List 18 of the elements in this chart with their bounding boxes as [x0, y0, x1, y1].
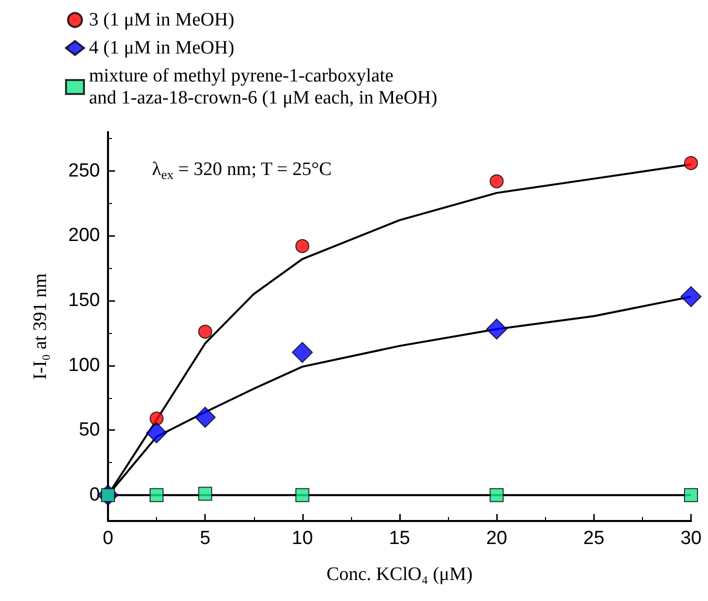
y-axis-title: I-I₀ at 391 nm	[30, 273, 51, 380]
x-tick-label: 0	[102, 528, 114, 549]
y-tick-label: 250	[68, 160, 100, 182]
y-tick-label: 100	[68, 354, 100, 376]
legend-label: 3 (1 μM in MeOH)	[89, 10, 234, 30]
x-tick-label: 30	[680, 528, 702, 549]
x-tick-label: 25	[583, 528, 604, 549]
x-tick-label: 20	[486, 528, 508, 549]
y-tick-label: 150	[68, 290, 100, 312]
x-axis-title: Conc. KClO₄ (μM)	[326, 564, 473, 585]
x-tick-label: 15	[388, 528, 410, 549]
legend-label: mixture of methyl pyrene-1-carboxylate and 1-aza-18-crown-6 (1 μM each, in MeOH)	[89, 66, 438, 108]
x-tick-label: 10	[292, 528, 313, 549]
y-tick-label: 200	[68, 225, 100, 246]
y-tick-label: 50	[78, 420, 100, 441]
legend-label: 4 (1 μM in MeOH)	[89, 38, 234, 58]
x-tick-label: 5	[200, 528, 210, 549]
y-tick-label: 0	[89, 484, 100, 506]
